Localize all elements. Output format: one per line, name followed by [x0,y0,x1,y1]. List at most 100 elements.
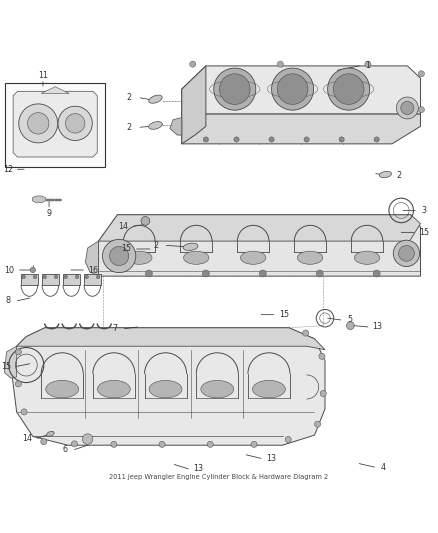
Text: 2011 Jeep Wrangler Engine Cylinder Block & Hardware Diagram 2: 2011 Jeep Wrangler Engine Cylinder Block… [110,474,328,480]
Text: 11: 11 [38,71,48,80]
Text: 8: 8 [5,296,11,305]
Circle shape [314,421,321,427]
Circle shape [202,270,209,277]
Circle shape [396,97,418,119]
Text: 1: 1 [365,61,371,70]
Circle shape [190,61,196,67]
Circle shape [33,275,37,279]
Text: 15: 15 [419,228,429,237]
Circle shape [85,275,88,279]
Text: 15: 15 [121,245,131,254]
Ellipse shape [379,171,392,177]
Ellipse shape [149,95,162,103]
Circle shape [21,409,27,415]
Circle shape [214,68,256,110]
Polygon shape [85,241,99,276]
Text: 12: 12 [3,165,13,174]
Text: 3: 3 [421,206,427,215]
Circle shape [19,104,58,143]
Polygon shape [13,91,97,157]
Text: 13: 13 [193,464,203,473]
Polygon shape [182,114,420,144]
Polygon shape [42,273,59,285]
Circle shape [316,270,323,277]
Circle shape [102,239,136,273]
Circle shape [339,137,344,142]
Circle shape [71,441,78,447]
Ellipse shape [97,381,131,398]
Circle shape [15,349,21,355]
Ellipse shape [184,251,209,264]
Ellipse shape [183,243,198,251]
Circle shape [65,114,85,133]
Polygon shape [21,273,38,285]
Circle shape [365,61,371,67]
Circle shape [269,137,274,142]
Polygon shape [99,215,420,276]
Circle shape [328,68,370,110]
Polygon shape [12,328,325,445]
Polygon shape [170,118,182,135]
Circle shape [401,101,414,115]
Circle shape [96,275,100,279]
Polygon shape [99,215,420,241]
Polygon shape [84,273,101,285]
Polygon shape [17,328,325,350]
Polygon shape [41,87,69,93]
Polygon shape [182,66,420,114]
Circle shape [41,439,47,445]
Circle shape [259,270,266,277]
Text: 16: 16 [88,265,98,274]
Circle shape [303,330,309,336]
Circle shape [285,437,291,442]
Ellipse shape [46,381,78,398]
Circle shape [277,61,283,67]
Text: 9: 9 [46,208,52,217]
Circle shape [203,137,208,142]
Circle shape [141,216,150,225]
Text: 2: 2 [127,123,132,132]
Text: 7: 7 [112,324,117,333]
Text: 4: 4 [381,463,386,472]
Text: 14: 14 [119,222,128,231]
Circle shape [111,441,117,447]
Text: 2: 2 [396,171,401,180]
Text: 15: 15 [279,310,289,319]
Ellipse shape [252,381,286,398]
Circle shape [159,441,165,447]
Circle shape [43,275,46,279]
Polygon shape [63,273,80,285]
Text: 15: 15 [1,362,11,371]
Circle shape [30,268,35,273]
Text: 13: 13 [266,454,276,463]
Text: 6: 6 [62,445,67,454]
Circle shape [234,137,239,142]
Circle shape [15,381,21,387]
Circle shape [58,106,92,141]
Ellipse shape [297,251,323,264]
Circle shape [333,74,364,104]
Circle shape [110,246,129,265]
Circle shape [319,353,325,359]
Polygon shape [182,66,206,144]
Circle shape [393,240,420,266]
Polygon shape [4,346,17,378]
Text: 13: 13 [373,322,382,332]
Circle shape [64,275,67,279]
Circle shape [54,275,58,279]
Polygon shape [32,196,46,203]
Ellipse shape [354,251,380,264]
Text: 2: 2 [153,241,159,250]
Circle shape [251,441,257,447]
Text: 2: 2 [127,93,132,102]
Circle shape [82,434,93,445]
Ellipse shape [46,431,54,437]
Circle shape [373,270,380,277]
Circle shape [418,107,424,113]
Text: 14: 14 [22,434,32,443]
Circle shape [145,270,152,277]
Text: 5: 5 [348,316,353,325]
Circle shape [272,68,314,110]
Circle shape [304,137,309,142]
Circle shape [418,71,424,77]
